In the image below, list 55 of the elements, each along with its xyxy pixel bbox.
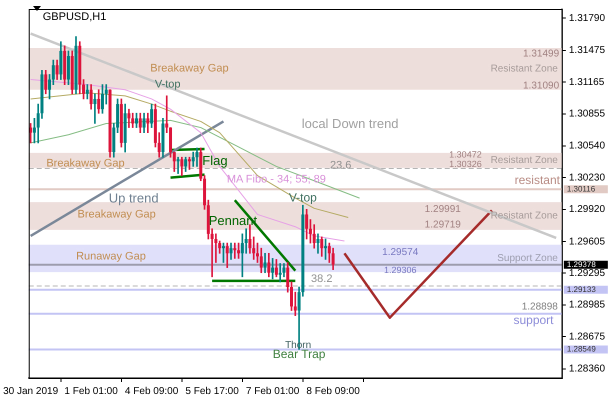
y-tick-label: 1.30540 [568,140,606,152]
annotation: V-top [154,78,181,91]
annotation: 1.29306 [384,265,416,276]
chart-title: GBPUSD,H1 [42,11,106,24]
candlestick [264,252,267,274]
annotation: Breakaway Gap [78,208,156,220]
annotation: 1.29719 [424,219,462,230]
y-tick-label: 1.29920 [568,204,606,216]
ref-line-label: 1.30116 [566,184,596,194]
annotation: 1.29991 [424,204,462,216]
annotation: resistant [514,173,561,188]
annotation: support [513,313,554,328]
ref-line-label: 1.28549 [566,344,596,354]
annotation: Breakaway Gap [46,157,125,170]
annotation: local Down trend [302,116,399,132]
y-tick-label: 1.30855 [568,108,606,120]
annotation: 1.29574 [382,247,419,258]
y-tick-label: 1.29295 [568,268,606,279]
y-tick-label: 1.28360 [568,364,606,375]
band-label: Resistant Zone [490,155,558,166]
ref-line-label: 1.29133 [566,284,596,294]
annotation: 1.30326 [449,158,482,169]
y-tick-label: 1.28985 [568,300,606,311]
y-tick-label: 1.31790 [568,12,606,24]
band-label: Support Zone [497,253,558,264]
annotation: Breakaway Gap [150,62,229,74]
annotation: Up trend [108,190,159,206]
annotation: Runaway Gap [76,250,146,262]
y-tick-label: 1.29605 [568,236,606,248]
x-tick-label: 8 Feb 09:00 [306,386,360,397]
candlestick [188,156,191,170]
annotation: 1.31499 [522,48,560,60]
y-tick-label: 1.30230 [568,172,606,184]
x-tick-label: 7 Feb 01:00 [246,386,300,397]
band-label: Resistant Zone [490,210,558,222]
x-tick-label: 4 Feb 09:00 [124,386,179,397]
candlestick [316,234,320,254]
y-tick-label: 1.31165 [568,76,605,88]
candlestick [237,242,240,259]
band-label: Resistant Zone [490,64,558,75]
annotation: 23.6 [330,159,352,172]
annotation: 38.2 [311,272,332,285]
ref-line-label: 1.28898 [522,302,558,313]
annotation: 1.31090 [522,80,560,92]
y-tick-label: 1.31475 [568,45,606,56]
x-tick-label: 30 Jan 2019 [3,386,59,397]
y-tick-label: 1.28675 [568,331,606,342]
candlestick [324,238,328,260]
ref-line-label: 1.29378 [566,260,596,269]
annotation: Bear Trap [272,346,326,361]
annotation: 1.30472 [449,150,482,160]
x-tick-label: 5 Feb 17:00 [185,386,240,397]
x-tick-label: 1 Feb 01:00 [64,386,118,397]
annotation: Flag [202,152,228,168]
candlestick [222,242,225,263]
